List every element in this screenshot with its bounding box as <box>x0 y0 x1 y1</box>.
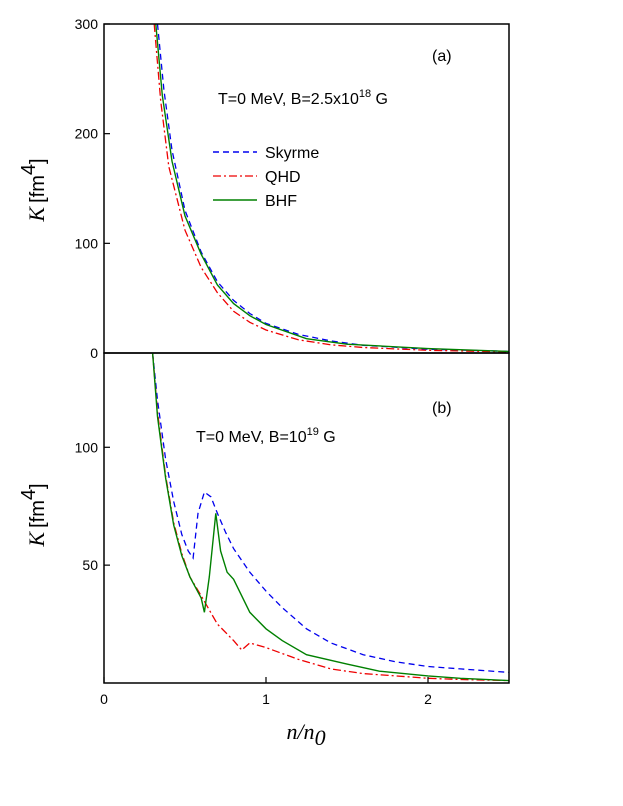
panel-b-bhf-line <box>151 353 509 682</box>
panel-a-qhd-line <box>153 24 509 353</box>
panel-a-label: (a) <box>432 48 452 65</box>
panel-a-y-tick-label: 100 <box>75 235 99 251</box>
panel-b-y-tick-label: 100 <box>75 439 99 455</box>
panel-a-y-tick-label: 300 <box>75 16 99 32</box>
panel-a-skyrme-line <box>156 24 509 353</box>
panel-b-curves <box>151 353 509 682</box>
panel-a-y-ticks: 0 100 200 300 <box>75 16 110 361</box>
panel-a-y-axis-label: K[fm4] <box>18 158 49 222</box>
x-tick-label: 1 <box>262 691 270 707</box>
panel-b-y-ticks: 50 100 <box>75 439 110 573</box>
panel-b-y-tick-label: 50 <box>82 557 98 573</box>
x-axis-label: n/n0 <box>286 719 325 750</box>
legend-qhd-label: QHD <box>265 169 301 186</box>
x-tick-label: 0 <box>100 691 108 707</box>
panel-b-label: (b) <box>432 400 452 417</box>
panel-b-x-ticks: 0 1 2 <box>100 677 432 707</box>
panel-b: 50 100 0 1 2 (b) T=0 MeV, B=1019 G K[fm4] n… <box>18 352 510 750</box>
panel-a: 0 100 200 300 (a) T=0 MeV, B=2.5x1018 G Sky… <box>18 16 510 361</box>
panel-b-frame <box>103 352 510 684</box>
x-tick-label: 2 <box>424 691 432 707</box>
panel-a-y-tick-label: 0 <box>90 345 98 361</box>
panel-a-frame <box>103 23 510 354</box>
panel-a-y-tick-label: 200 <box>75 126 99 142</box>
panel-a-bhf-line <box>155 24 509 353</box>
panel-b-skyrme-line <box>151 353 509 674</box>
panel-b-y-axis-label: K[fm4] <box>18 483 49 547</box>
legend: Skyrme QHD BHF <box>213 145 319 210</box>
legend-skyrme-label: Skyrme <box>265 145 319 162</box>
panel-b-annotation: T=0 MeV, B=1019 G <box>196 426 336 446</box>
panel-b-qhd-line <box>151 353 509 682</box>
panel-a-annotation: T=0 MeV, B=2.5x1018 G <box>218 88 388 108</box>
legend-bhf-label: BHF <box>265 193 297 210</box>
panel-a-curves <box>153 24 509 353</box>
